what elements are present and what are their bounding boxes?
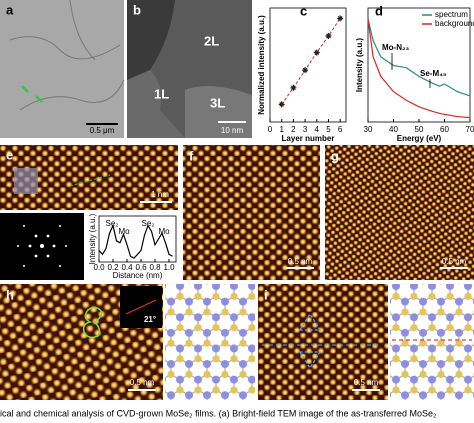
- y-axis-label: Intensity (a.u.): [88, 213, 97, 264]
- angle-label: 21°: [144, 315, 156, 324]
- panel-label: c: [300, 3, 307, 18]
- region: [185, 86, 252, 138]
- arrow: [21, 85, 43, 103]
- scale-text: 10 nm: [221, 126, 244, 135]
- scale-text: 0.5 μm: [90, 126, 115, 135]
- x-tick-label: 70: [466, 125, 474, 134]
- profile-line: [69, 174, 111, 187]
- x-tick-label: 30: [364, 125, 373, 134]
- annotation: Mo: [158, 227, 170, 236]
- point: [325, 32, 332, 39]
- fit-line: [281, 18, 341, 105]
- scale-text: 0.5 nm: [130, 378, 155, 387]
- region: [127, 0, 175, 80]
- panel-label: g: [331, 148, 339, 163]
- stem-image: [183, 145, 320, 280]
- x-tick-label: 1: [279, 125, 284, 134]
- panel-g: g 0.5 nm: [325, 145, 474, 280]
- scale-text: 1 nm: [151, 190, 169, 199]
- point: [337, 15, 344, 22]
- x-tick-label: 0: [268, 125, 273, 134]
- stem-image: [258, 284, 388, 400]
- region: [127, 70, 185, 138]
- x-tick-label: 0.8: [149, 263, 161, 272]
- legend-label: spectrum: [435, 10, 468, 19]
- x-tick-label: 0.2: [107, 263, 119, 272]
- x-tick-label: 3: [303, 125, 308, 134]
- panel-e: e 1 nm: [0, 145, 178, 280]
- line: [367, 18, 471, 97]
- fft-spots: [17, 225, 67, 267]
- x-axis-label: Energy (eV): [397, 134, 442, 143]
- x-tick-label: 6: [338, 125, 343, 134]
- angle-line: [125, 299, 157, 315]
- x-tick-label: 0.0: [93, 263, 105, 272]
- panel-label: a: [6, 2, 14, 17]
- point: [290, 84, 297, 91]
- x-tick-label: 1.0: [163, 263, 175, 272]
- x-tick-label: 4: [315, 125, 320, 134]
- legend-label: background: [435, 19, 474, 28]
- scale-text: 0.5 nm: [354, 378, 379, 387]
- plot-frame: [98, 215, 177, 263]
- annotation: Se₂: [142, 219, 155, 228]
- annotation: Se₂: [106, 219, 119, 228]
- panel-a: a 0.5 μm: [0, 0, 125, 138]
- y-axis-label: Intensity (a.u.): [355, 38, 364, 93]
- x-tick-label: 2: [291, 125, 296, 134]
- x-axis-label: Distance (nm): [113, 271, 163, 280]
- region-label: 2L: [204, 33, 219, 48]
- panel-label: e: [6, 147, 13, 162]
- panel-h: 21° h 0.5 nm: [0, 284, 255, 400]
- annotation: Mo-N₂₃: [382, 43, 410, 52]
- plot-frame: [269, 7, 347, 123]
- x-tick-label: 40: [389, 125, 398, 134]
- grain-boundary: [9, 0, 125, 111]
- x-tick-label: 0.4: [121, 263, 133, 272]
- highlight: [298, 312, 322, 370]
- x-tick-label: 0.6: [135, 263, 147, 272]
- panel-f: f 0.5 nm: [183, 145, 320, 280]
- region-label: 3L: [210, 95, 225, 110]
- y-axis-label: Normalized intensity (a.u.): [257, 15, 266, 115]
- atomic-model: [390, 284, 474, 400]
- line: [98, 223, 173, 259]
- panel-label: h: [6, 287, 14, 302]
- x-tick-label: 50: [415, 125, 424, 134]
- stem-image: [325, 145, 474, 280]
- panel-label: b: [133, 2, 141, 17]
- caption: ical and chemical analysis of CVD-grown …: [0, 408, 437, 418]
- point: [313, 49, 320, 56]
- line: [367, 18, 471, 119]
- model-overlay: [14, 168, 38, 194]
- x-tick-label: 60: [440, 125, 449, 134]
- scale-text: 0.5 nm: [288, 257, 313, 266]
- scale-text: 0.5 nm: [442, 257, 467, 266]
- panel-label: i: [264, 287, 268, 302]
- highlight: [82, 306, 103, 339]
- x-axis-label: Layer number: [282, 134, 335, 143]
- panel-label: f: [189, 148, 194, 163]
- annotation: Se-M₄₅: [420, 69, 447, 78]
- panel-b: b 2L 1L 3L 10 nm: [127, 0, 252, 138]
- x-tick-label: 5: [326, 125, 331, 134]
- point: [278, 101, 285, 108]
- point: [302, 67, 309, 74]
- atomic-model: [165, 284, 255, 400]
- panel-label: d: [375, 3, 383, 18]
- panel-i: i 0.5 nm: [258, 284, 474, 400]
- annotation: Mo: [118, 227, 130, 236]
- region-label: 1L: [154, 86, 169, 101]
- tem-image: [0, 0, 124, 138]
